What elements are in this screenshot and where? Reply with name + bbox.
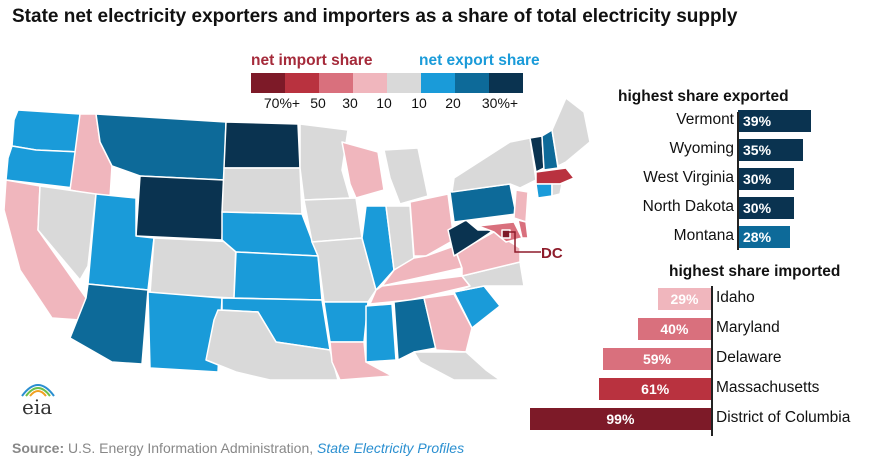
source-link[interactable]: State Electricity Profiles (317, 440, 465, 456)
legend-swatch (353, 73, 387, 93)
state-louisiana (329, 341, 393, 380)
exporters-heading: highest share exported (618, 88, 789, 105)
importer-state-label: Idaho (716, 289, 755, 306)
legend-tick-label: 30 (342, 95, 358, 111)
legend-swatch (455, 73, 489, 93)
importer-state-label: Maryland (716, 319, 780, 336)
exporter-state-label: Montana (673, 227, 734, 244)
exporter-bar: 30% (738, 168, 795, 190)
state-mississippi (365, 303, 397, 363)
importer-bar: 99% (529, 408, 711, 430)
exporter-row: West Virginia 30% (560, 168, 820, 190)
state-rhode-island (551, 183, 563, 197)
importer-state-label: Massachusetts (716, 379, 820, 396)
state-michigan (383, 147, 429, 205)
legend-tick-label: 10 (411, 95, 427, 111)
eia-logo-text: eia (22, 395, 53, 419)
importers-heading: highest share imported (669, 263, 841, 280)
importer-row: 99% District of Columbia (520, 408, 870, 430)
state-iowa (303, 197, 363, 243)
legend-tick-label: 70%+ (263, 95, 301, 111)
importer-bar: 59% (603, 348, 711, 370)
exporter-bar: 28% (738, 226, 791, 248)
state-new-hampshire (541, 129, 559, 171)
importers-axis-line (711, 286, 713, 436)
importer-row: 40% Maryland (520, 318, 870, 340)
exporter-row: North Dakota 30% (560, 197, 820, 219)
exporter-state-label: Vermont (676, 111, 734, 128)
state-washington (11, 109, 81, 153)
source-prefix: Source: (12, 440, 65, 456)
state-alabama (393, 297, 437, 361)
exporter-row: Montana 28% (560, 226, 820, 248)
state-new-mexico (147, 291, 223, 373)
state-nebraska (221, 211, 319, 257)
exporter-row: Wyoming 35% (560, 139, 820, 161)
importer-bar: 29% (657, 288, 711, 310)
legend-tick-label: 30%+ (481, 95, 519, 111)
importer-state-label: Delaware (716, 349, 782, 366)
legend-export-heading: net export share (419, 52, 540, 69)
legend-swatch (251, 73, 285, 93)
legend-import-heading: net import share (251, 52, 373, 69)
us-states-map (3, 97, 591, 380)
exporter-state-label: Wyoming (669, 140, 734, 157)
source-text: U.S. Energy Information Administration, (64, 440, 318, 456)
legend-color-scale (251, 73, 523, 93)
state-new-jersey (513, 189, 529, 223)
state-new-york (451, 137, 537, 193)
exporter-row: Vermont 39% (560, 110, 820, 132)
state-nevada (37, 185, 97, 281)
importer-bar: 61% (599, 378, 711, 400)
state-connecticut (535, 183, 553, 199)
eia-logo-icon (21, 384, 55, 397)
legend-tick-label: 10 (376, 95, 392, 111)
exporter-bar: 35% (738, 139, 804, 161)
exporter-bar: 39% (738, 110, 811, 132)
legend-swatch (319, 73, 353, 93)
state-north-dakota (223, 121, 301, 169)
state-wyoming (135, 175, 225, 241)
legend-swatch (285, 73, 319, 93)
legend-tick-label: 50 (310, 95, 326, 111)
importer-state-label: District of Columbia (716, 409, 851, 426)
state-illinois (361, 205, 395, 291)
exporter-state-label: West Virginia (643, 169, 734, 186)
importer-row: 29% Idaho (520, 288, 870, 310)
state-georgia (423, 293, 473, 353)
state-maine (551, 97, 591, 167)
state-wisconsin (341, 141, 385, 199)
importer-bar: 40% (637, 318, 711, 340)
state-ohio (409, 193, 455, 257)
dc-callout-line (509, 231, 541, 253)
chart-title: State net electricity exporters and impo… (12, 6, 738, 27)
dc-callout-label: DC (541, 245, 563, 262)
state-texas (205, 309, 339, 380)
importer-row: 61% Massachusetts (520, 378, 870, 400)
state-colorado (149, 237, 237, 299)
exporters-axis-line (737, 112, 739, 250)
state-arkansas (323, 301, 369, 343)
source-note: Source: U.S. Energy Information Administ… (12, 440, 464, 456)
state-district-of-columbia (501, 229, 511, 239)
state-florida (413, 351, 501, 380)
state-delaware (517, 219, 529, 239)
exporter-state-label: North Dakota (642, 198, 734, 215)
state-massachusetts (535, 167, 575, 185)
state-kansas (233, 251, 323, 301)
state-minnesota (299, 123, 351, 201)
exporter-bar: 30% (738, 197, 795, 219)
state-maryland (477, 221, 523, 243)
state-montana (95, 113, 227, 181)
legend-tick-label: 20 (445, 95, 461, 111)
legend-swatch (387, 73, 421, 93)
importer-row: 59% Delaware (520, 348, 870, 370)
legend-swatch (489, 73, 523, 93)
legend-swatch (421, 73, 455, 93)
state-south-dakota (221, 167, 303, 215)
state-arizona (69, 283, 149, 365)
